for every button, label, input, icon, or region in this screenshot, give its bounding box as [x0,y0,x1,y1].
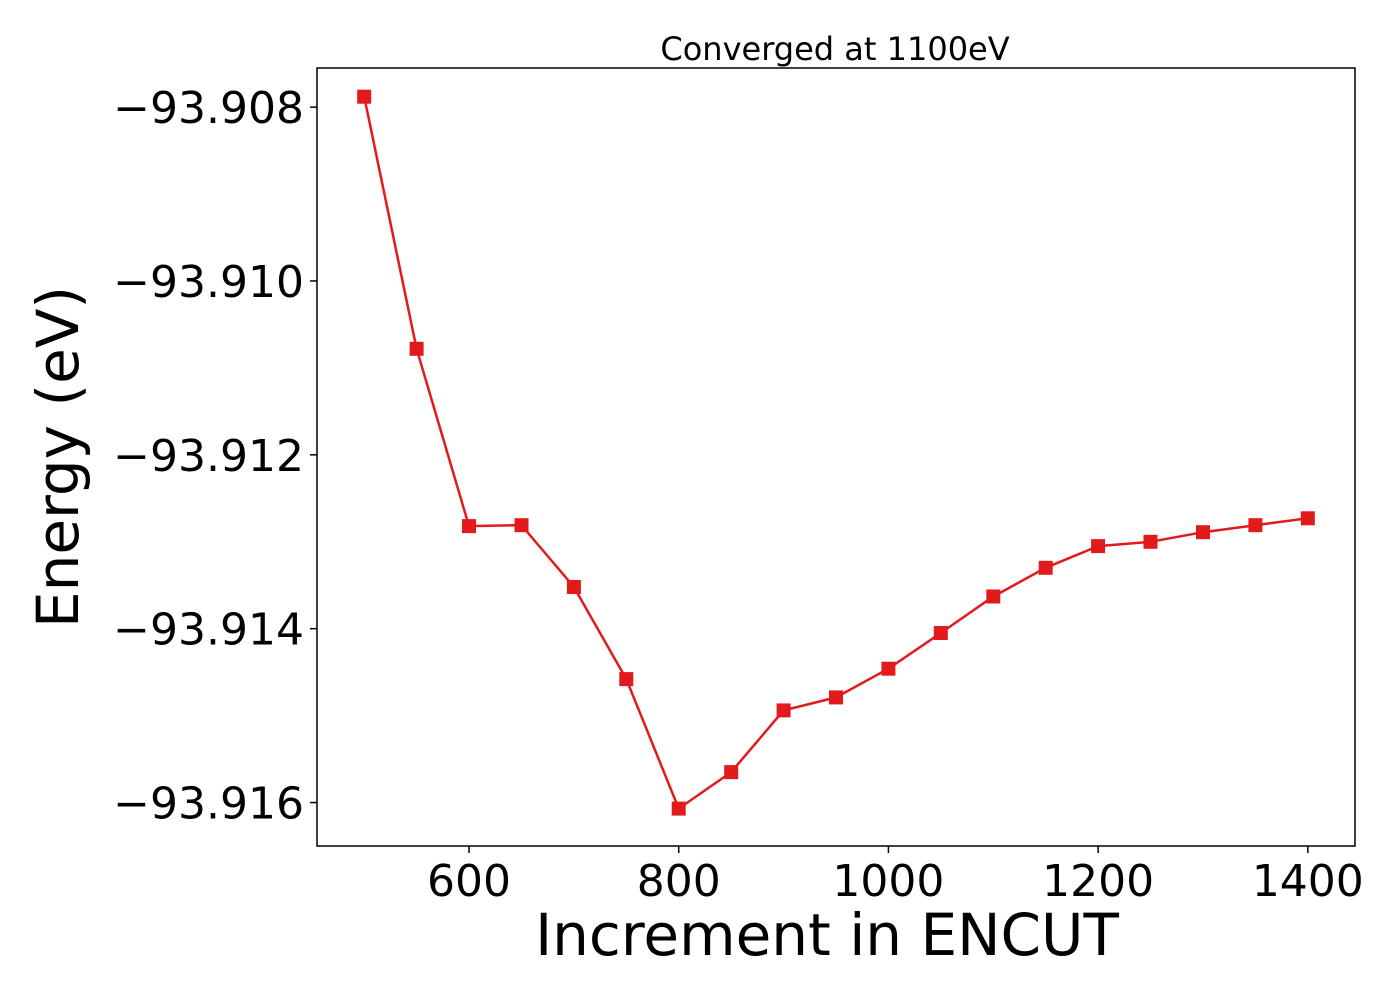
data-point-marker [1091,539,1106,554]
data-point-marker [514,518,529,533]
data-point-marker [671,801,686,816]
data-point-marker [724,765,739,780]
data-point-marker [619,672,634,687]
y-tick-label: −93.908 [113,83,304,134]
data-point-marker [776,703,791,718]
data-point-marker [1300,511,1315,526]
data-point-marker [829,690,843,705]
data-point-marker [986,589,1001,604]
x-axis-label: Increment in ENCUT [535,901,1119,969]
data-point-marker [462,519,476,534]
data-point-marker [1143,534,1158,549]
data-point-marker [881,661,896,676]
y-axis-ticks: −93.908 −93.910 −93.912 −93.914 −93.916 [113,83,317,830]
data-point-marker [357,89,372,104]
x-tick-label: 800 [637,856,721,907]
data-point-marker [1248,518,1263,533]
x-tick-label: 1000 [832,856,944,907]
y-tick-label: −93.914 [113,605,304,656]
x-tick-label: 600 [427,856,511,907]
y-tick-label: −93.912 [113,431,304,482]
data-point-marker [933,626,948,640]
data-point-marker [409,341,424,356]
series-markers [357,89,1315,816]
x-tick-label: 1400 [1252,856,1364,907]
data-point-marker [1038,560,1053,575]
y-tick-label: −93.910 [113,257,304,308]
chart-title: Converged at 1100eV [660,30,1009,68]
plot-area-frame [316,67,1356,847]
y-axis-label: Energy (eV) [24,286,92,628]
x-tick-label: 1200 [1042,856,1154,907]
x-axis-ticks: 600 800 1000 1200 1400 [427,846,1364,907]
data-point-marker [566,580,581,594]
y-tick-label: −93.916 [113,779,304,830]
data-point-marker [1196,525,1210,540]
